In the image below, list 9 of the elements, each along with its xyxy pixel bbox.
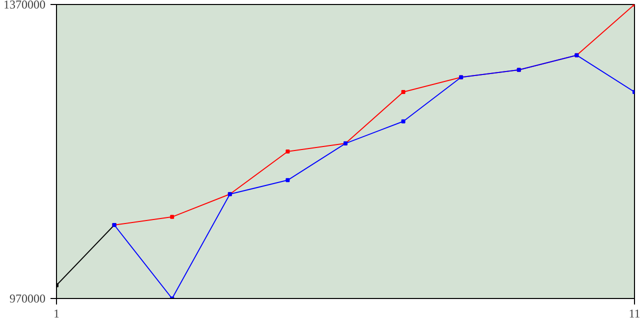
x-tick-label: 1 xyxy=(54,306,60,320)
point xyxy=(286,178,290,182)
point xyxy=(286,150,290,154)
y-tick-label: 1370000 xyxy=(4,0,46,12)
point xyxy=(401,119,406,124)
point xyxy=(401,90,406,94)
point xyxy=(170,214,174,219)
x-tick-label: 11 xyxy=(628,306,640,320)
y-tick-label: 970000 xyxy=(10,292,46,306)
